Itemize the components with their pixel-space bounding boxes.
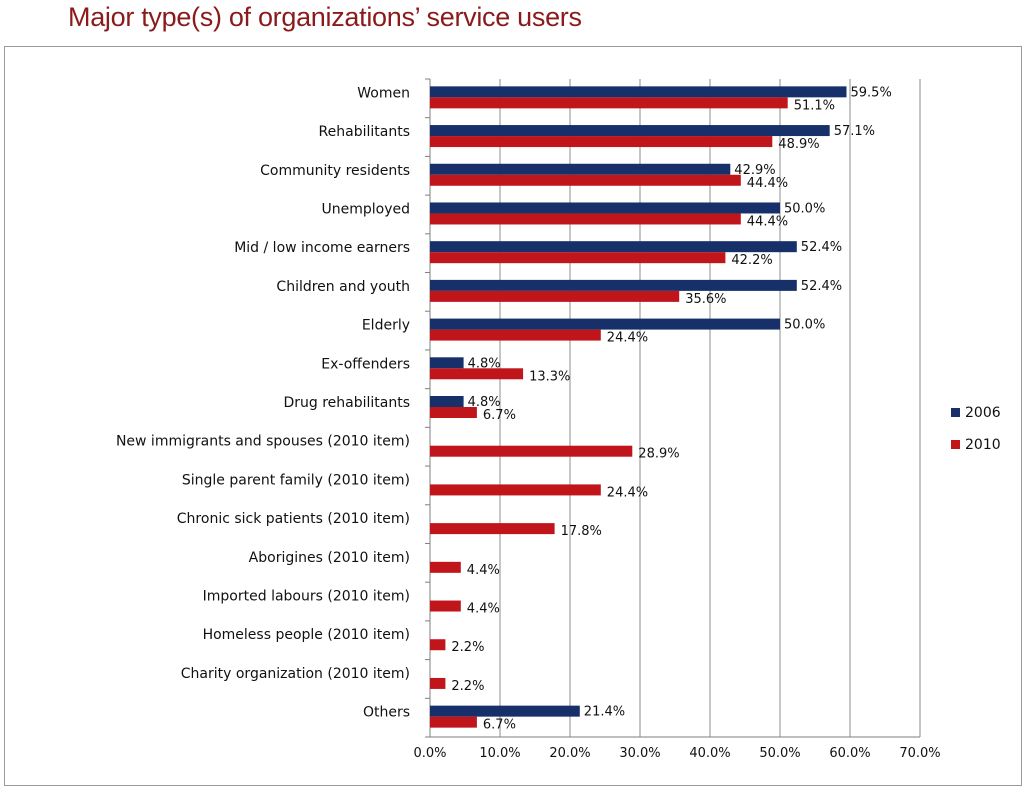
data-label-2006: 4.8%	[468, 395, 501, 410]
category-label: Single parent family (2010 item)	[182, 472, 410, 488]
category-label: Rehabilitants	[319, 124, 410, 140]
category-label: Drug rehabilitants	[283, 395, 410, 411]
category-label: Imported labours (2010 item)	[203, 589, 410, 605]
data-label-2010: 35.6%	[685, 292, 726, 307]
bar-2010	[430, 523, 555, 535]
data-label-2010: 17.8%	[561, 524, 602, 539]
data-label-2006: 57.1%	[834, 124, 875, 139]
bar-2010	[430, 639, 446, 651]
x-tick-label: 10.0%	[479, 746, 520, 761]
category-label: Elderly	[362, 318, 410, 334]
data-label-2010: 44.4%	[747, 176, 788, 191]
bar-2010	[430, 329, 601, 341]
data-label-2010: 2.2%	[451, 640, 484, 655]
data-label-2010: 13.3%	[529, 369, 570, 384]
legend-label-2006: 2006	[965, 405, 1001, 421]
data-label-2010: 4.4%	[467, 602, 500, 617]
chart-frame: 0.0% 10.0% 20.0% 30.0% 40.0% 50.0% 60.0% 70.0% W…	[4, 46, 1022, 786]
bar-2006	[430, 318, 780, 330]
category-label: Women	[357, 85, 410, 101]
category-label: Charity organization (2010 item)	[181, 666, 410, 682]
data-label-2010: 28.9%	[638, 447, 679, 462]
data-label-2010: 4.4%	[467, 563, 500, 578]
category-label: Others	[363, 705, 410, 721]
category-label: Aborigines (2010 item)	[249, 550, 410, 566]
category-label: Children and youth	[276, 279, 410, 295]
data-label-2006: 4.8%	[468, 356, 501, 371]
slide-title: Major type(s) of organizations’ service …	[68, 2, 582, 32]
data-label-2010: 24.4%	[607, 485, 648, 500]
bar-2006	[430, 705, 580, 717]
x-tick-label: 40.0%	[689, 746, 730, 761]
bar-2006	[430, 396, 464, 407]
category-label: Chronic sick patients (2010 item)	[177, 511, 410, 527]
legend-label-2010: 2010	[965, 437, 1001, 453]
data-label-2006: 50.0%	[784, 201, 825, 216]
bar-2006	[430, 125, 830, 137]
data-label-2010: 24.4%	[607, 331, 648, 346]
bar-2010	[430, 716, 477, 728]
legend-swatch-2006	[951, 408, 960, 417]
category-label: Community residents	[260, 163, 410, 179]
category-label: Mid / low income earners	[234, 240, 410, 256]
bar-2010	[430, 136, 773, 148]
data-label-2006: 50.0%	[784, 318, 825, 333]
category-label: Ex-offenders	[321, 356, 410, 372]
data-label-2006: 21.4%	[584, 705, 625, 720]
x-tick-label: 50.0%	[759, 746, 800, 761]
bar-2006	[430, 163, 731, 175]
bar-2006	[430, 241, 797, 253]
data-label-2006: 42.9%	[734, 163, 775, 178]
bar-chart: 0.0% 10.0% 20.0% 30.0% 40.0% 50.0% 60.0% 70.0% W…	[116, 78, 1001, 761]
data-label-2010: 6.7%	[483, 408, 516, 423]
bar-2006	[430, 202, 780, 214]
x-tick-label: 20.0%	[549, 746, 590, 761]
data-label-2006: 52.4%	[801, 279, 842, 294]
bar-2010	[430, 484, 601, 496]
bar-2010	[430, 252, 726, 264]
data-label-2006: 52.4%	[801, 240, 842, 255]
bar-2010	[430, 174, 741, 186]
bar-2006	[430, 357, 464, 369]
category-label: Unemployed	[322, 201, 411, 217]
bar-2010	[430, 213, 741, 225]
bar-2010	[430, 561, 461, 573]
data-label-2010: 48.9%	[778, 137, 819, 152]
bar-2010	[430, 445, 633, 457]
bar-2006	[430, 279, 797, 291]
bar-2010	[430, 407, 477, 418]
bar-2010	[430, 600, 461, 612]
data-label-2010: 51.1%	[794, 98, 835, 113]
x-tick-label: 70.0%	[899, 746, 940, 761]
bar-2010	[430, 368, 524, 380]
data-label-2010: 6.7%	[483, 718, 516, 733]
data-label-2010: 42.2%	[731, 253, 772, 268]
bar-2010	[430, 97, 788, 109]
bar-2010	[430, 677, 446, 689]
x-tick-label: 0.0%	[413, 746, 446, 761]
category-label: New immigrants and spouses (2010 item)	[116, 434, 410, 450]
data-label-2006: 59.5%	[851, 85, 892, 100]
data-label-2010: 2.2%	[451, 679, 484, 694]
bar-2006	[430, 86, 847, 98]
x-tick-label: 30.0%	[619, 746, 660, 761]
bar-2010	[430, 290, 680, 302]
x-tick-label: 60.0%	[829, 746, 870, 761]
legend-swatch-2010	[951, 440, 960, 449]
data-label-2010: 44.4%	[747, 214, 788, 229]
category-label: Homeless people (2010 item)	[203, 627, 410, 643]
